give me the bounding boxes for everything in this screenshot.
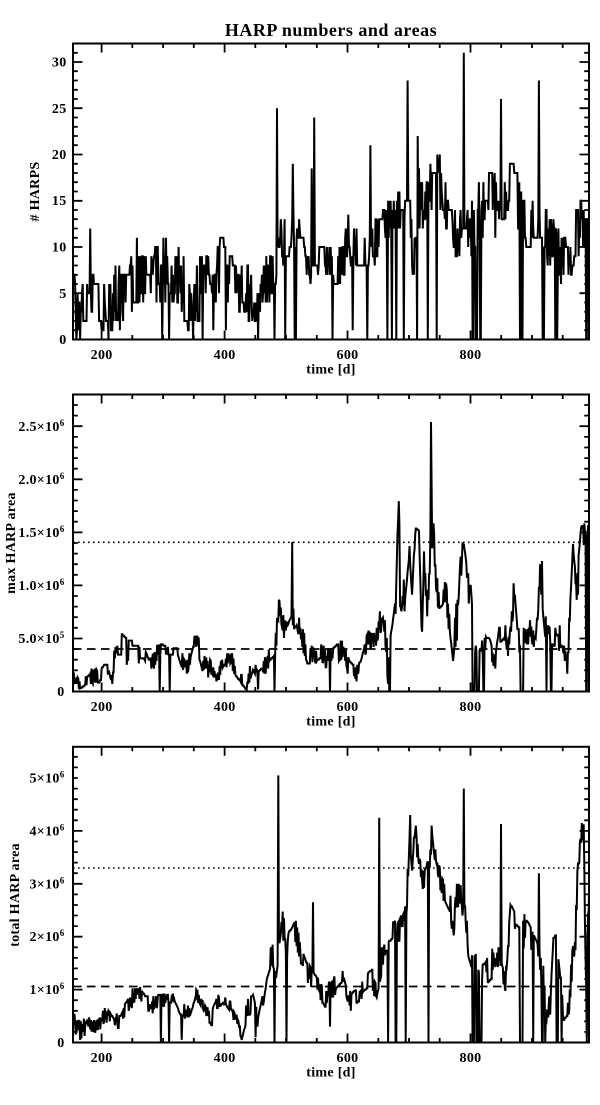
svg-text:200: 200 <box>91 348 113 363</box>
svg-text:5: 5 <box>59 287 66 302</box>
svg-text:time [d]: time [d] <box>306 714 355 729</box>
svg-text:5.0×105: 5.0×105 <box>18 630 64 647</box>
svg-text:30: 30 <box>52 56 67 71</box>
svg-text:800: 800 <box>460 700 482 715</box>
svg-text:400: 400 <box>214 348 236 363</box>
svg-text:600: 600 <box>337 700 359 715</box>
svg-text:20: 20 <box>52 148 67 163</box>
svg-text:0: 0 <box>59 333 66 348</box>
svg-text:1×106: 1×106 <box>30 981 65 998</box>
svg-text:total HARP area: total HARP area <box>8 843 23 947</box>
svg-text:400: 400 <box>214 700 236 715</box>
svg-text:# HARPS: # HARPS <box>28 161 43 221</box>
svg-text:400: 400 <box>214 1051 236 1066</box>
svg-text:5×106: 5×106 <box>30 770 65 787</box>
svg-text:2.0×106: 2.0×106 <box>18 471 64 488</box>
svg-text:800: 800 <box>460 1051 482 1066</box>
svg-text:200: 200 <box>91 700 113 715</box>
svg-text:HARP numbers and areas: HARP numbers and areas <box>225 20 437 40</box>
svg-text:10: 10 <box>52 241 67 256</box>
svg-text:time [d]: time [d] <box>306 1065 355 1080</box>
svg-text:3×106: 3×106 <box>30 875 65 892</box>
svg-text:0: 0 <box>57 685 64 700</box>
svg-text:1.5×106: 1.5×106 <box>18 524 64 541</box>
svg-text:2×106: 2×106 <box>30 928 65 945</box>
svg-text:max HARP area: max HARP area <box>4 492 19 594</box>
svg-text:0: 0 <box>57 1036 64 1051</box>
svg-text:2.5×106: 2.5×106 <box>18 418 64 435</box>
svg-text:800: 800 <box>460 348 482 363</box>
svg-text:4×106: 4×106 <box>30 822 65 839</box>
svg-text:25: 25 <box>52 102 67 117</box>
svg-text:200: 200 <box>91 1051 113 1066</box>
svg-text:1.0×106: 1.0×106 <box>18 577 64 594</box>
svg-text:600: 600 <box>337 1051 359 1066</box>
svg-text:15: 15 <box>52 194 67 209</box>
svg-text:600: 600 <box>337 348 359 363</box>
svg-text:time [d]: time [d] <box>306 362 355 377</box>
